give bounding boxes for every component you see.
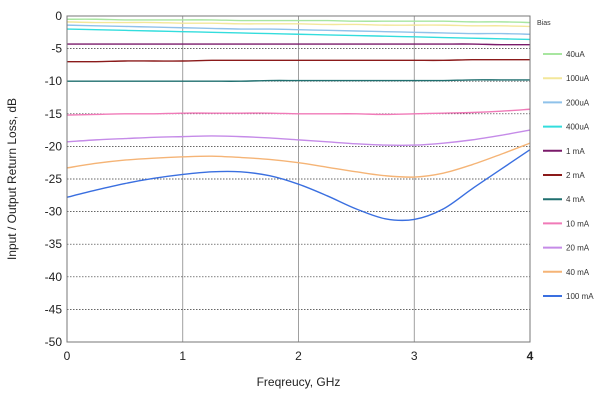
series-line-100ua	[66, 21, 531, 28]
legend-title: Bias	[537, 20, 551, 27]
y-tick-label: -35	[45, 237, 63, 251]
series-line-20-ma	[66, 129, 531, 146]
series-line-10-ma	[66, 108, 531, 116]
series-line-400ua	[66, 28, 531, 41]
legend-label-200ua: 200uA	[566, 98, 590, 107]
y-axis-title: Input / Output Return Loss, dB	[5, 98, 19, 260]
y-tick-label: -45	[45, 302, 63, 316]
legend-label-40-ma: 40 mA	[566, 268, 590, 277]
legend-label-2-ma: 2 mA	[566, 171, 585, 180]
y-tick-label: -10	[45, 74, 63, 88]
x-tick-label: 2	[295, 349, 302, 363]
y-tick-label: -25	[45, 172, 63, 186]
series-line-40-ma	[66, 142, 531, 178]
legend-label-10-ma: 10 mA	[566, 219, 590, 228]
y-tick-label: -40	[45, 270, 63, 284]
legend-label-4-ma: 4 mA	[566, 195, 585, 204]
legend-label-100ua: 100uA	[566, 74, 590, 83]
legend-label-20-ma: 20 mA	[566, 244, 590, 253]
x-axis-title: Freqreucy, GHz	[257, 375, 341, 389]
legend: Bias 40uA 100uA 200uA 400uA 1 mA 2 mA 4 mA 10 m…	[537, 20, 594, 301]
y-tick-label: -15	[45, 107, 63, 121]
plot-frame	[66, 15, 531, 343]
series-line-40ua	[66, 18, 531, 24]
y-tick-label: -50	[45, 335, 63, 349]
legend-label-100-ma: 100 mA	[566, 292, 594, 301]
tick-labels: 0-5-10-15-20-25-30-35-40-45-500 1 2 3 4	[45, 9, 534, 363]
y-tick-label: -30	[45, 205, 63, 219]
y-tick-label: -20	[45, 139, 63, 153]
series-line-100-ma	[66, 149, 531, 222]
series-line-4-ma	[66, 79, 530, 82]
series-lines	[66, 18, 531, 222]
x-tick-label: 4	[527, 349, 534, 363]
y-tick-label: 0	[55, 9, 62, 23]
legend-label-400ua: 400uA	[566, 123, 590, 132]
x-tick-label: 0	[64, 349, 71, 363]
series-line-2-ma	[66, 58, 530, 63]
x-tick-label: 1	[179, 349, 186, 363]
x-tick-label: 3	[411, 349, 418, 363]
series-line-1-ma	[66, 43, 531, 46]
y-tick-label: -5	[51, 42, 62, 56]
legend-label-40ua: 40uA	[566, 50, 585, 59]
series-line-200ua	[66, 24, 531, 35]
legend-label-1-ma: 1 mA	[566, 147, 585, 156]
